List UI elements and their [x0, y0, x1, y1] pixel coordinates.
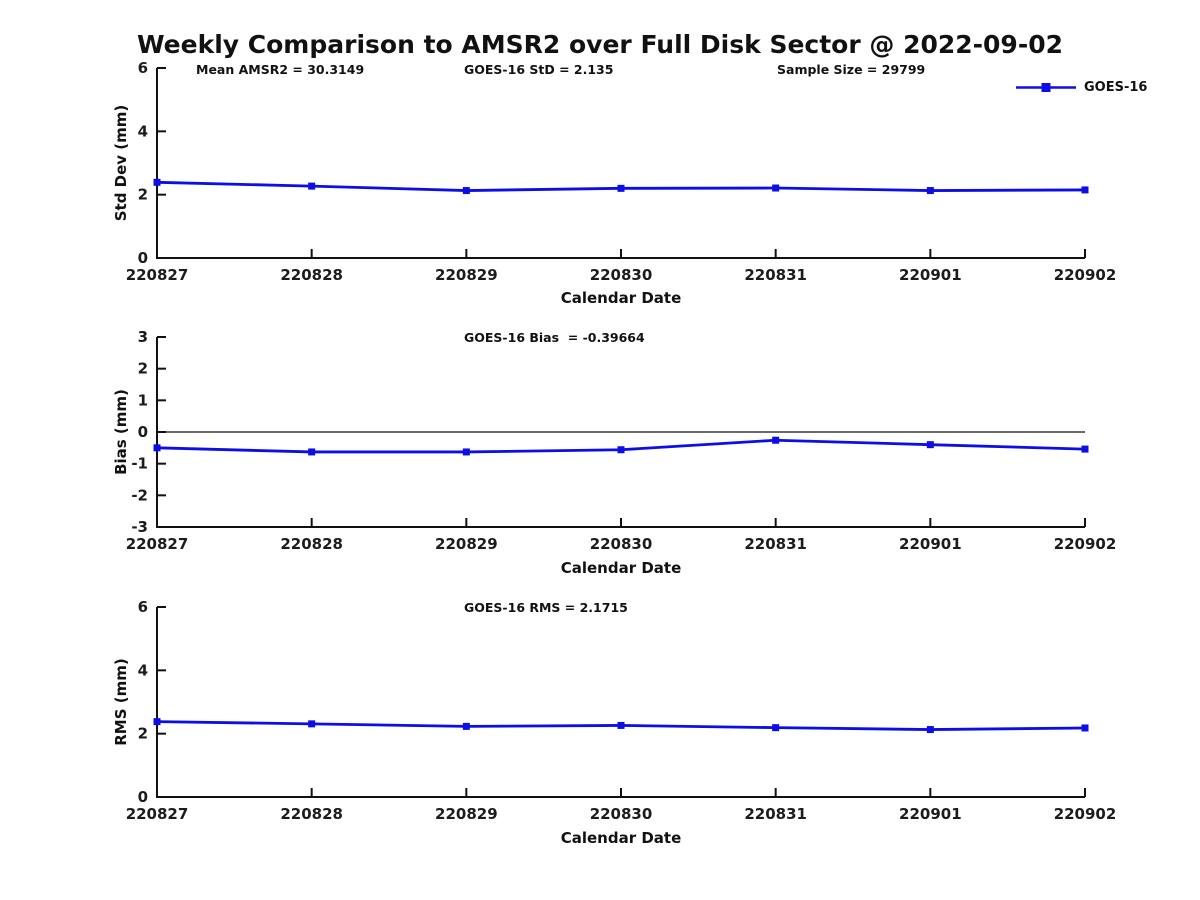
data-point-marker: [1081, 445, 1089, 453]
y-tick-label: 6: [138, 59, 148, 77]
x-tick-label: 220901: [899, 805, 962, 823]
bias-chart: -3 -2 -1 0 1 2 3 220827 220828 220829 220830 220831…: [126, 328, 1117, 553]
y-tick-label: 3: [138, 328, 148, 346]
data-point-marker: [462, 187, 470, 195]
data-point-marker: [308, 720, 316, 728]
x-tick-label: 220829: [435, 266, 498, 284]
x-tick-label: 220830: [590, 805, 653, 823]
x-tick-label: 220828: [280, 805, 343, 823]
stddev-ylabel: Std Dev (mm): [112, 104, 130, 222]
bias-xlabel: Calendar Date: [560, 559, 682, 577]
y-tick-label: 2: [138, 725, 148, 743]
annotation-goes16-rms: GOES-16 RMS = 2.1715: [464, 600, 628, 615]
bias-ylabel: Bias (mm): [112, 389, 130, 475]
data-point-marker: [772, 436, 780, 444]
x-tick-label: 220827: [126, 805, 189, 823]
annotation-goes16-bias: GOES-16 Bias = -0.39664: [464, 330, 645, 345]
legend-marker-icon: [1016, 83, 1076, 92]
y-tick-label: 2: [138, 186, 148, 204]
x-tick-label: 220831: [744, 535, 807, 553]
data-point-marker: [772, 724, 780, 732]
annotation-sample-size: Sample Size = 29799: [777, 62, 926, 77]
data-point-marker: [1081, 186, 1089, 194]
data-point-marker: [153, 718, 161, 726]
legend-label: GOES-16: [1084, 80, 1148, 95]
y-tick-label: 4: [138, 122, 148, 140]
data-point-marker: [308, 182, 316, 190]
data-point-marker: [926, 726, 934, 734]
y-tick-label: -2: [131, 486, 148, 504]
stddev-xlabel: Calendar Date: [560, 289, 682, 307]
y-tick-label: 4: [138, 661, 148, 679]
x-tick-label: 220828: [280, 535, 343, 553]
x-tick-label: 220827: [126, 266, 189, 284]
y-tick-label: -1: [131, 455, 148, 473]
rms-ylabel: RMS (mm): [112, 658, 130, 746]
y-tick-label: 0: [138, 423, 148, 441]
y-tick-label: 1: [138, 391, 148, 409]
y-tick-label: 2: [138, 360, 148, 378]
x-tick-label: 220829: [435, 535, 498, 553]
data-point-marker: [153, 178, 161, 186]
data-point-marker: [617, 721, 625, 729]
x-tick-label: 220827: [126, 535, 189, 553]
std_dev-chart: 0 2 4 6 220827 220828 220829 220830 220831 220901…: [126, 59, 1117, 284]
y-tick-label: 6: [138, 598, 148, 616]
rms-xlabel: Calendar Date: [560, 829, 682, 847]
x-tick-label: 220831: [744, 805, 807, 823]
x-tick-label: 220829: [435, 805, 498, 823]
x-tick-label: 220901: [899, 535, 962, 553]
data-point-marker: [462, 722, 470, 730]
x-tick-label: 220830: [590, 535, 653, 553]
data-point-marker: [1081, 724, 1089, 732]
data-point-marker: [462, 448, 470, 456]
y-tick-label: 0: [138, 788, 148, 806]
data-point-marker: [772, 184, 780, 192]
x-tick-label: 220901: [899, 266, 962, 284]
data-point-marker: [617, 446, 625, 454]
y-tick-label: -3: [131, 518, 148, 536]
data-point-marker: [153, 444, 161, 452]
data-point-marker: [308, 448, 316, 456]
x-tick-label: 220902: [1054, 535, 1117, 553]
x-tick-label: 220831: [744, 266, 807, 284]
x-tick-label: 220902: [1054, 266, 1117, 284]
y-tick-label: 0: [138, 249, 148, 267]
legend: GOES-16: [1016, 80, 1147, 95]
x-tick-label: 220902: [1054, 805, 1117, 823]
annotation-goes16-std: GOES-16 StD = 2.135: [464, 62, 614, 77]
data-point-marker: [926, 187, 934, 195]
data-point-marker: [617, 184, 625, 192]
x-tick-label: 220828: [280, 266, 343, 284]
figure-title: Weekly Comparison to AMSR2 over Full Dis…: [136, 30, 1063, 59]
rms-chart: 0 2 4 6 220827 220828 220829 220830 220831 220901…: [126, 598, 1117, 823]
x-tick-label: 220830: [590, 266, 653, 284]
data-point-marker: [926, 441, 934, 449]
annotation-mean-amsr2: Mean AMSR2 = 30.3149: [196, 62, 365, 77]
